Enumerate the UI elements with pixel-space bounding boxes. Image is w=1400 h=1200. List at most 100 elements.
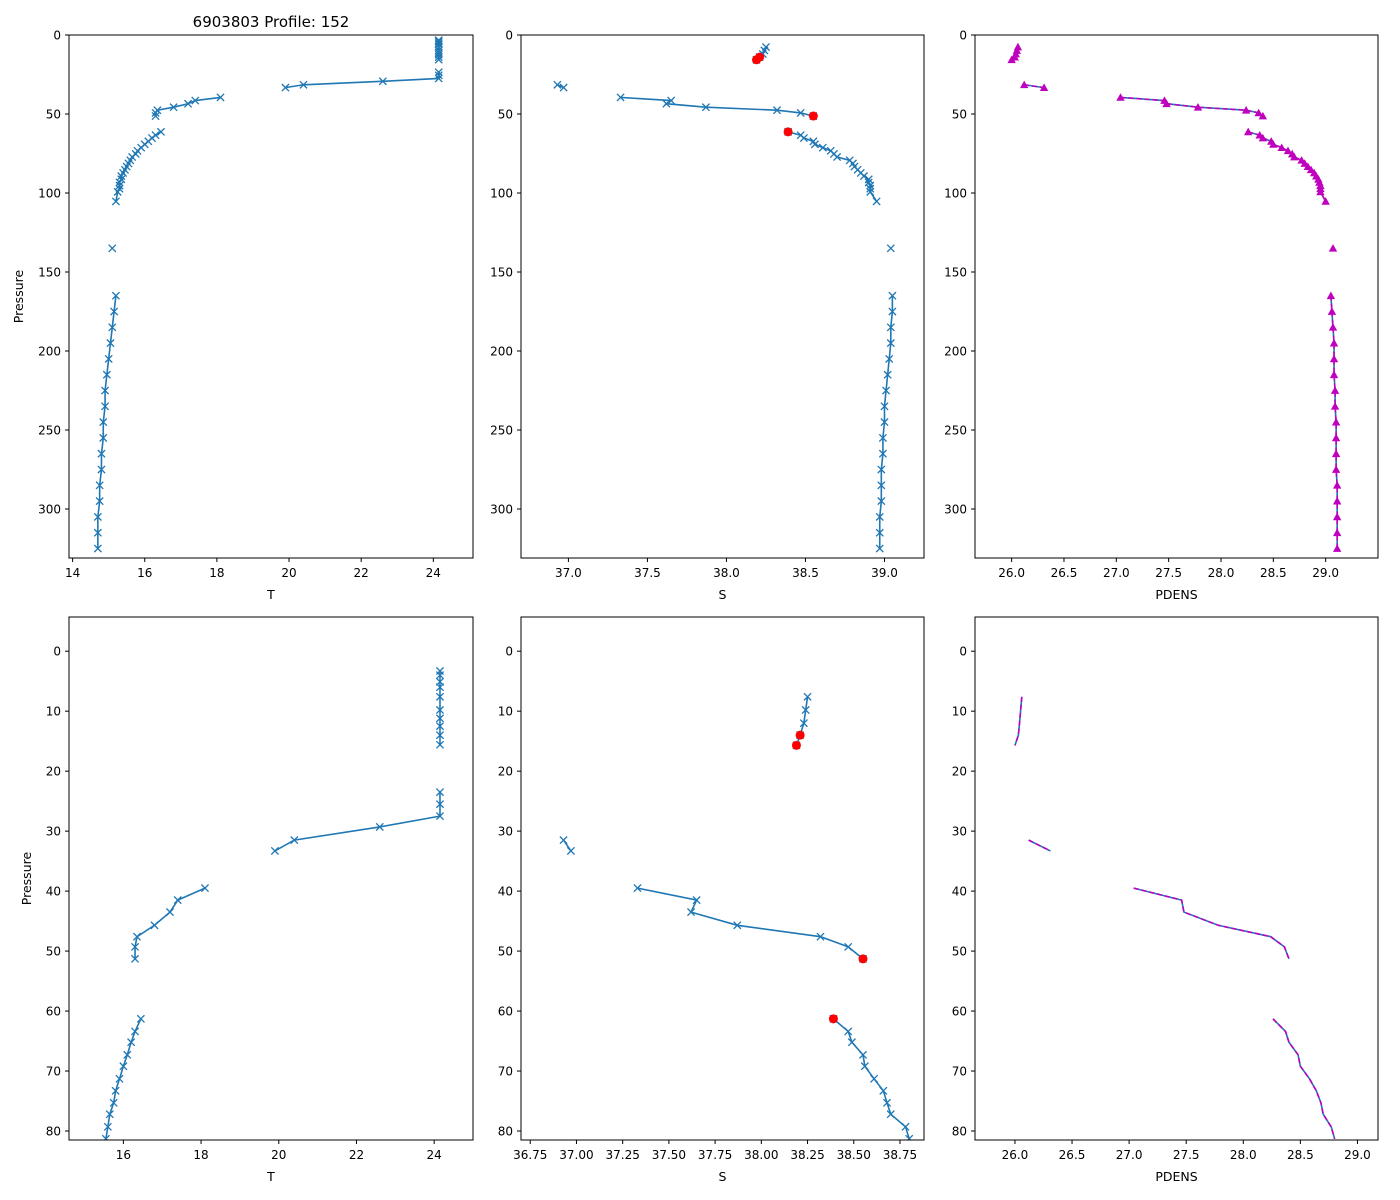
data-point <box>1330 402 1340 410</box>
x-axis-label: PDENS <box>1155 1169 1197 1184</box>
data-point <box>299 80 308 89</box>
data-point <box>878 449 887 458</box>
data-point <box>1019 80 1029 89</box>
plot-area <box>1014 696 1336 1140</box>
series-line-overlay-2 <box>1133 887 1290 960</box>
y-tick-label: 50 <box>952 108 967 122</box>
data-point <box>95 481 104 490</box>
data-point <box>880 418 889 427</box>
x-tick-label: 26.5 <box>1059 1148 1086 1162</box>
data-point <box>692 896 701 905</box>
flagged-point <box>828 1014 838 1024</box>
data-point <box>1277 143 1286 152</box>
data-point <box>1258 111 1268 120</box>
x-tick-label: 24 <box>426 566 441 580</box>
y-tick-label: 20 <box>46 765 61 779</box>
x-tick-label: 18 <box>209 566 224 580</box>
axes-frame <box>520 616 925 1141</box>
y-tick-label: 250 <box>944 424 967 438</box>
data-point <box>847 1038 856 1047</box>
data-point <box>1329 338 1339 347</box>
y-tick-label: 0 <box>53 29 61 43</box>
data-point <box>1254 108 1263 117</box>
y-tick-label: 50 <box>952 945 967 959</box>
x-tick-label: 22 <box>349 1148 364 1162</box>
data-point <box>1328 323 1338 331</box>
data-point <box>866 181 875 190</box>
data-point <box>1193 103 1203 111</box>
data-point <box>435 731 445 740</box>
data-point <box>1332 528 1342 537</box>
data-point <box>101 402 110 411</box>
data-point <box>375 822 384 831</box>
y-tick-label: 50 <box>46 108 61 122</box>
y-tick-label: 0 <box>505 29 513 43</box>
data-point <box>667 96 676 105</box>
data-point <box>93 512 102 521</box>
data-point <box>872 197 881 206</box>
y-tick-label: 30 <box>952 825 967 839</box>
data-point <box>434 53 443 62</box>
data-point <box>435 722 445 731</box>
axes-frame <box>974 616 1379 1141</box>
y-tick-label: 250 <box>490 424 513 438</box>
data-point <box>435 788 445 797</box>
data-point <box>130 1027 140 1036</box>
data-point <box>136 1014 145 1023</box>
data-point <box>559 83 568 92</box>
x-tick-label: 26.0 <box>998 566 1025 580</box>
data-point <box>117 172 126 181</box>
y-tick-label: 100 <box>38 187 61 201</box>
data-point <box>115 1074 124 1083</box>
data-point <box>553 80 562 89</box>
axes-frame <box>68 34 474 559</box>
data-point <box>151 111 160 121</box>
data-point <box>877 497 886 506</box>
data-point <box>435 671 445 680</box>
data-point <box>101 1134 110 1140</box>
flagged-point <box>783 127 793 137</box>
series-line-overlay-1 <box>1024 83 1045 89</box>
subplot-density-full: 26.0 26.5 27.0 27.5 28.0 28.5 29.0 0 50 100 150 200… <box>944 29 1379 602</box>
y-tick-label: 70 <box>952 1065 967 1079</box>
y-tick-label: 80 <box>46 1125 61 1139</box>
data-point <box>877 465 886 474</box>
x-tick-label: 36.75 <box>513 1148 547 1162</box>
y-tick-label: 60 <box>498 1005 513 1019</box>
x-tick-label: 37.5 <box>634 566 661 580</box>
data-point <box>281 83 290 92</box>
subplot-temperature-full: 14 16 18 20 22 24 0 50 100 150 200 250 300 T Pressure <box>11 29 474 602</box>
y-tick-label: 60 <box>952 1005 967 1019</box>
y-tick-label: 50 <box>498 108 513 122</box>
series-line-overlay-0 <box>1014 696 1023 746</box>
data-point <box>156 127 166 136</box>
data-point <box>191 96 200 105</box>
data-point <box>844 942 853 951</box>
data-point <box>434 68 443 77</box>
data-point <box>860 1062 869 1071</box>
data-point <box>888 307 897 316</box>
data-point <box>109 1098 118 1107</box>
data-point <box>1332 496 1342 505</box>
data-point <box>93 528 102 537</box>
y-tick-label: 70 <box>498 1065 513 1079</box>
x-tick-label: 28.0 <box>1208 566 1235 580</box>
x-tick-label: 38.00 <box>744 1148 778 1162</box>
data-point <box>270 846 279 855</box>
data-point <box>97 449 106 458</box>
data-point <box>885 354 894 363</box>
data-point <box>844 1027 853 1036</box>
x-tick-label: 14 <box>65 566 80 580</box>
x-tick-label: 20 <box>271 1148 286 1162</box>
data-point <box>130 942 140 951</box>
series-line-overlay-3 <box>1272 1018 1336 1140</box>
data-point <box>110 307 119 316</box>
data-point <box>810 140 820 149</box>
y-tick-label: 150 <box>38 266 61 280</box>
data-point <box>879 1086 888 1095</box>
x-tick-label: 37.0 <box>555 566 582 580</box>
subplot-temperature-zoom: 16 18 20 22 24 0 10 20 30 40 50 60 70 80 T Pressure <box>19 616 474 1184</box>
figure-title: 6903803 Profile: 152 <box>193 13 350 31</box>
data-point <box>662 99 671 108</box>
